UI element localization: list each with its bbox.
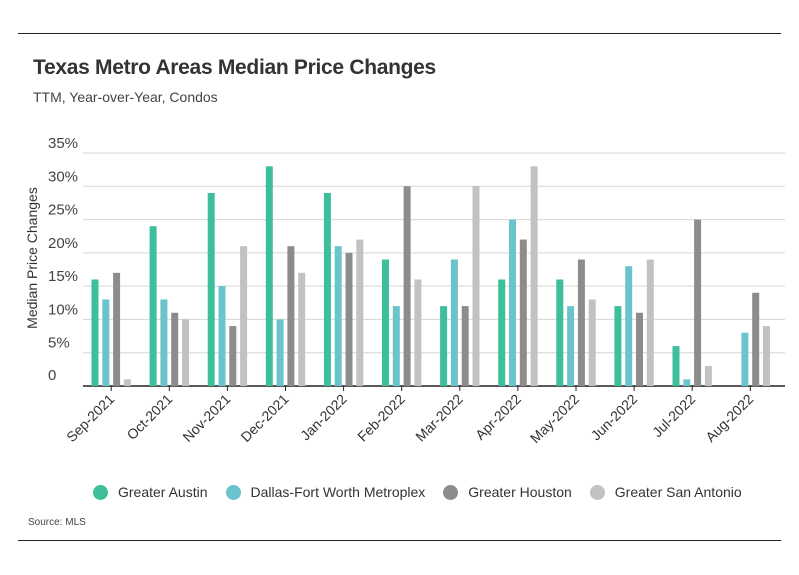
top-rule bbox=[18, 33, 781, 34]
bar bbox=[509, 219, 516, 386]
bar bbox=[519, 239, 527, 386]
bar bbox=[334, 246, 342, 386]
bar bbox=[614, 306, 622, 386]
x-tick-label: Jun-2022 bbox=[588, 391, 641, 444]
y-tick-label: 15% bbox=[48, 268, 78, 285]
bar bbox=[123, 379, 131, 386]
bar bbox=[382, 259, 389, 386]
legend-swatch bbox=[443, 484, 459, 500]
bar bbox=[567, 306, 575, 386]
x-tick-label: Dec-2021 bbox=[237, 391, 291, 445]
chart-subtitle: TTM, Year-over-Year, Condos bbox=[33, 89, 218, 105]
bar bbox=[207, 192, 215, 386]
x-tick-label: Apr-2022 bbox=[472, 391, 524, 443]
y-tick-label: 35% bbox=[48, 135, 78, 152]
bar bbox=[752, 292, 760, 386]
legend-swatch bbox=[225, 484, 241, 500]
x-tick-label: Jul-2022 bbox=[649, 391, 698, 440]
bar bbox=[588, 299, 596, 386]
x-tick-label: May-2022 bbox=[527, 391, 582, 446]
y-tick-label: 5% bbox=[48, 335, 70, 352]
bar bbox=[102, 299, 110, 386]
x-tick-label: Aug-2022 bbox=[702, 391, 756, 445]
bar bbox=[636, 312, 643, 386]
bar bbox=[276, 319, 284, 386]
bar bbox=[91, 279, 99, 386]
source-note: Source: MLS bbox=[28, 517, 86, 528]
bar bbox=[182, 319, 189, 386]
bar bbox=[498, 279, 506, 386]
bar bbox=[704, 366, 712, 386]
x-tick-label: Oct-2021 bbox=[123, 391, 175, 443]
bar bbox=[345, 252, 353, 386]
bar bbox=[113, 272, 121, 386]
y-tick-label: 10% bbox=[48, 301, 78, 318]
legend-item: Greater Houston bbox=[443, 484, 572, 500]
x-tick-label: Mar-2022 bbox=[412, 391, 466, 445]
bar bbox=[577, 259, 585, 386]
y-tick-label: 30% bbox=[48, 168, 78, 185]
bar bbox=[149, 226, 157, 386]
bar bbox=[323, 192, 331, 386]
bar bbox=[287, 246, 295, 386]
bar bbox=[472, 186, 480, 386]
bar bbox=[741, 332, 749, 386]
legend-label: Greater Houston bbox=[468, 484, 572, 500]
bar bbox=[461, 306, 469, 386]
bar bbox=[414, 279, 422, 386]
legend: Greater Austin Dallas-Fort Worth Metrople… bbox=[93, 484, 760, 500]
bar bbox=[298, 272, 306, 386]
bar bbox=[160, 299, 168, 386]
bar bbox=[240, 246, 248, 386]
y-tick-label: 0 bbox=[48, 367, 56, 384]
bar bbox=[229, 326, 237, 386]
y-tick-label: 20% bbox=[48, 235, 78, 252]
legend-label: Greater Austin bbox=[118, 484, 208, 500]
bar bbox=[672, 346, 680, 386]
x-tick-label: Feb-2022 bbox=[354, 391, 408, 445]
bar bbox=[683, 379, 691, 386]
legend-label: Greater San Antonio bbox=[614, 484, 742, 500]
bar bbox=[440, 306, 448, 386]
legend-swatch bbox=[93, 484, 108, 500]
y-tick-label: 25% bbox=[48, 202, 78, 219]
chart-title: Texas Metro Areas Median Price Changes bbox=[33, 56, 436, 79]
bar bbox=[392, 306, 400, 386]
bar bbox=[403, 186, 411, 386]
bar bbox=[218, 286, 226, 386]
y-axis-title: Median Price Changes bbox=[24, 187, 40, 329]
bar bbox=[556, 279, 564, 386]
bottom-rule bbox=[18, 540, 781, 541]
bar bbox=[356, 239, 364, 386]
bar bbox=[646, 259, 654, 386]
bar bbox=[694, 219, 702, 386]
bar bbox=[625, 266, 633, 386]
bar bbox=[763, 326, 770, 386]
legend-item: Greater San Antonio bbox=[589, 484, 742, 500]
bar bbox=[530, 166, 538, 386]
legend-label: Dallas-Fort Worth Metroplex bbox=[250, 484, 426, 500]
x-tick-label: Jan-2022 bbox=[297, 391, 350, 444]
legend-item: Dallas-Fort Worth Metroplex bbox=[225, 484, 426, 500]
x-tick-label: Sep-2021 bbox=[63, 391, 117, 445]
bar bbox=[450, 259, 458, 386]
legend-swatch bbox=[589, 484, 605, 500]
legend-item: Greater Austin bbox=[93, 484, 208, 500]
bar bbox=[171, 312, 179, 386]
x-tick-label: Nov-2021 bbox=[179, 391, 233, 445]
bar bbox=[265, 166, 273, 386]
